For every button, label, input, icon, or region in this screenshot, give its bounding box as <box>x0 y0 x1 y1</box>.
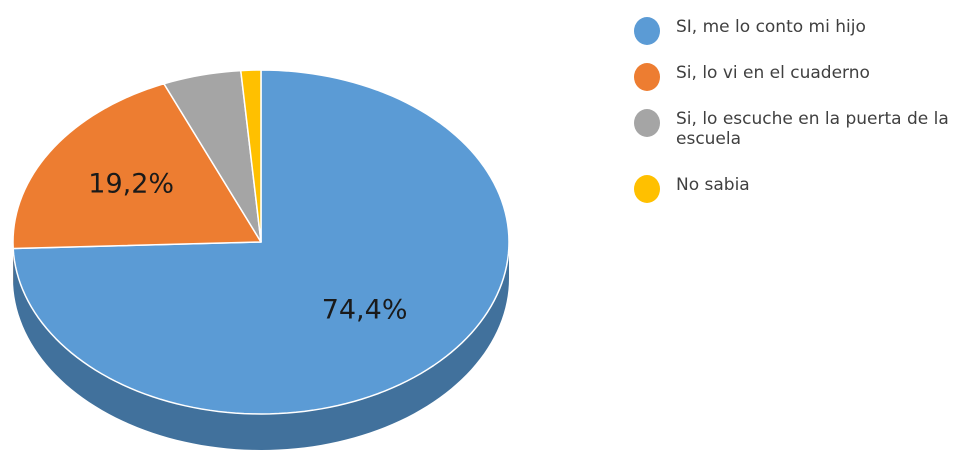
pie-slice-4 <box>240 69 262 243</box>
pie-top-face <box>12 69 510 415</box>
legend-item-1: SI, me lo conto mi hijo <box>634 17 866 45</box>
legend-marker-4 <box>634 175 660 203</box>
legend-marker-3 <box>634 109 660 137</box>
legend-label-3: Si, lo escuche en la puerta de la escuela <box>676 109 949 149</box>
legend-label-2: Si, lo vi en el cuaderno <box>676 63 870 83</box>
legend-label-1: SI, me lo conto mi hijo <box>676 17 866 37</box>
pie-slice-3 <box>163 69 262 243</box>
pie-side-1 <box>13 242 510 450</box>
pie-data-label-2: 19,2% <box>88 168 174 199</box>
legend: SI, me lo conto mi hijo Si, lo vi en el c… <box>634 17 949 203</box>
legend-marker-1 <box>634 17 660 45</box>
legend-item-4: No sabia <box>634 175 750 203</box>
legend-label-4: No sabia <box>676 175 750 195</box>
legend-item-2: Si, lo vi en el cuaderno <box>634 63 870 91</box>
pie-data-labels: 74,4% 19,2% <box>88 168 407 325</box>
legend-item-3: Si, lo escuche en la puerta de la escuela <box>634 109 949 149</box>
pie-data-label-1: 74,4% <box>322 295 408 326</box>
pie-slice-2 <box>12 82 262 250</box>
legend-marker-2 <box>634 63 660 91</box>
